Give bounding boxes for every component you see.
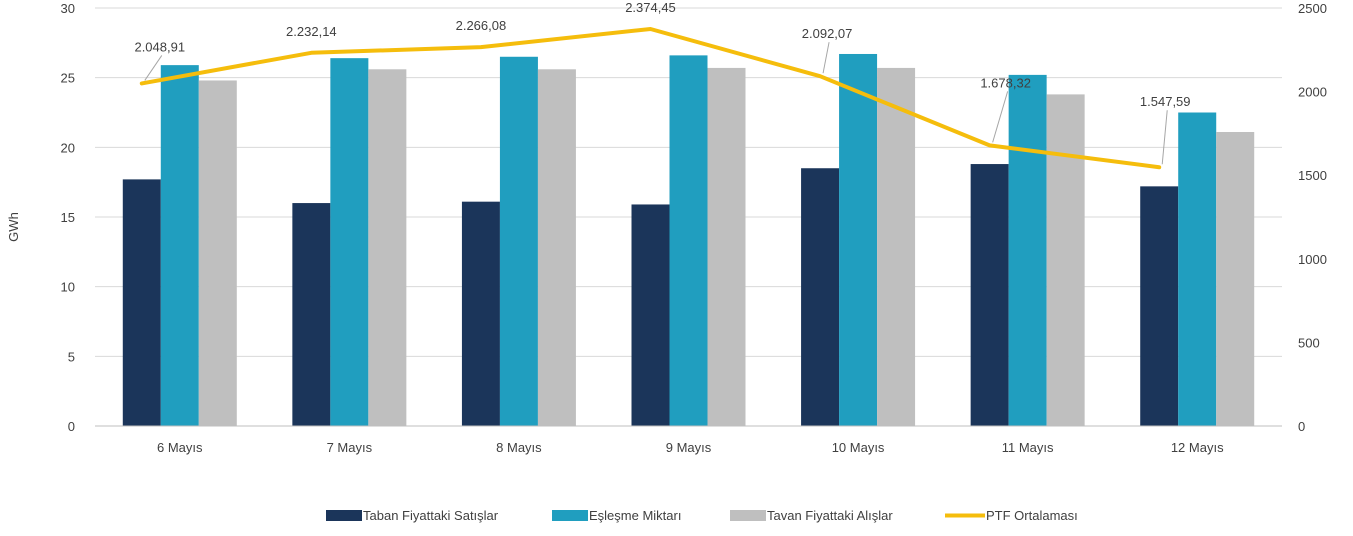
legend-label: Tavan Fiyattaki Alışlar (767, 508, 893, 523)
y2-tick-label: 2000 (1298, 85, 1327, 100)
y2-tick-label: 1500 (1298, 168, 1327, 183)
label-leader-line (1162, 110, 1167, 164)
x-tick-label: 10 Mayıs (832, 440, 885, 455)
bar (1140, 186, 1178, 426)
y-tick-label: 0 (68, 419, 75, 434)
bar (632, 204, 670, 426)
bar (971, 164, 1009, 426)
bar (161, 65, 199, 426)
ptf-data-label: 1.678,32 (980, 75, 1031, 90)
label-leader-line (823, 42, 829, 73)
legend-item: Eşleşme Miktarı (552, 508, 681, 523)
ptf-data-label: 1.547,59 (1140, 94, 1191, 109)
x-tick-label: 6 Mayıs (157, 440, 203, 455)
legend-swatch (552, 510, 588, 521)
legend-item: Tavan Fiyattaki Alışlar (730, 508, 893, 523)
x-tick-label: 9 Mayıs (666, 440, 712, 455)
y-tick-label: 10 (61, 280, 75, 295)
bar (538, 69, 576, 426)
y2-tick-label: 500 (1298, 335, 1320, 350)
bar (877, 68, 915, 426)
ptf-data-label: 2.232,14 (286, 24, 337, 39)
bar (1216, 132, 1254, 426)
label-leader-line (145, 55, 162, 80)
y2-tick-label: 1000 (1298, 252, 1327, 267)
y2-tick-label: 2500 (1298, 1, 1327, 16)
label-leader-line (993, 91, 1008, 142)
bar-series (123, 54, 1254, 426)
y2-tick-label: 0 (1298, 419, 1305, 434)
bar (670, 55, 708, 426)
bar (1047, 94, 1085, 426)
ptf-data-label: 2.266,08 (456, 18, 507, 33)
legend-swatch (326, 510, 362, 521)
legend-label: PTF Ortalaması (986, 508, 1078, 523)
bar (292, 203, 330, 426)
bar (708, 68, 746, 426)
bar (462, 202, 500, 426)
bar (1009, 75, 1047, 426)
legend-label: Eşleşme Miktarı (589, 508, 681, 523)
x-tick-label: 8 Mayıs (496, 440, 542, 455)
bar (500, 57, 538, 426)
bar (801, 168, 839, 426)
legend: Taban Fiyattaki Satışlar Eşleşme Miktarı T… (326, 508, 1078, 523)
bar (1178, 113, 1216, 427)
x-tick-label: 11 Mayıs (1002, 440, 1054, 455)
y-tick-label: 20 (61, 140, 75, 155)
ptf-line-series (142, 29, 1160, 167)
ptf-data-label: 2.374,45 (625, 0, 676, 15)
legend-item: Taban Fiyattaki Satışlar (326, 508, 499, 523)
bar (199, 80, 237, 426)
y-tick-label: 30 (61, 1, 75, 16)
legend-label: Taban Fiyattaki Satışlar (363, 508, 499, 523)
bar (330, 58, 368, 426)
legend-item: PTF Ortalaması (945, 508, 1078, 523)
bar (123, 179, 161, 426)
y-tick-label: 25 (61, 71, 75, 86)
ptf-data-label: 2.048,91 (134, 39, 185, 54)
x-tick-label: 12 Mayıs (1171, 440, 1224, 455)
y-axis-title: GWh (6, 212, 21, 242)
y-tick-label: 15 (61, 210, 75, 225)
ptf-line (142, 29, 1159, 167)
y-tick-label: 5 (68, 349, 75, 364)
legend-swatch (730, 510, 766, 521)
bar (839, 54, 877, 426)
bar (368, 69, 406, 426)
x-tick-label: 7 Mayıs (327, 440, 373, 455)
ptf-data-label: 2.092,07 (802, 26, 853, 41)
